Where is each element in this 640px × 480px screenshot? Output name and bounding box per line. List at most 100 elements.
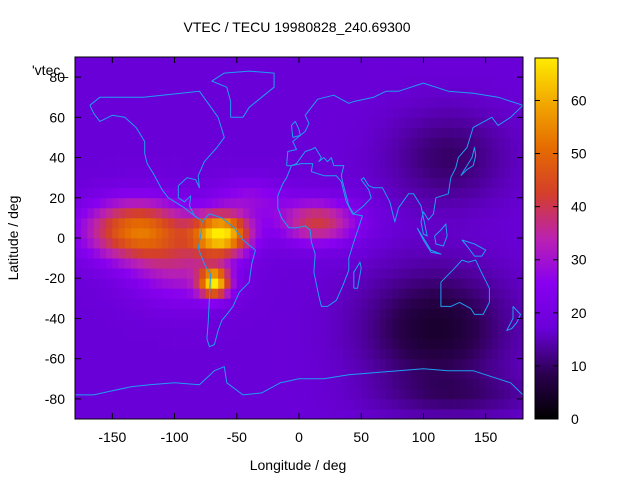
heatmap-cell xyxy=(398,328,406,339)
heatmap-cell xyxy=(299,368,306,380)
heatmap-cell xyxy=(199,378,207,390)
heatmap-cell xyxy=(448,358,455,370)
heatmap-cell xyxy=(485,328,493,339)
heatmap-cell xyxy=(404,137,412,148)
heatmap-cell xyxy=(205,177,213,189)
heatmap-cell xyxy=(149,298,157,309)
x-tick-label: -100 xyxy=(161,429,189,445)
heatmap-cell xyxy=(143,328,151,339)
heatmap-cell xyxy=(417,338,424,350)
heatmap-cell xyxy=(429,358,437,370)
heatmap-cell xyxy=(75,238,82,249)
heatmap-cell xyxy=(342,97,350,108)
heatmap-cell xyxy=(131,87,138,98)
heatmap-cell xyxy=(274,338,281,350)
heatmap-cell xyxy=(392,358,399,370)
heatmap-cell xyxy=(379,308,387,319)
heatmap-cell xyxy=(87,248,95,259)
heatmap-cell xyxy=(267,77,275,88)
heatmap-cell xyxy=(323,398,331,410)
heatmap-cell xyxy=(392,308,399,319)
heatmap-cell xyxy=(230,127,238,138)
heatmap-cell xyxy=(342,157,350,169)
heatmap-cell xyxy=(317,408,325,420)
heatmap-cell xyxy=(211,147,219,158)
heatmap-cell xyxy=(473,177,480,189)
heatmap-cell xyxy=(311,328,319,339)
heatmap-cell xyxy=(180,77,188,88)
heatmap-cell xyxy=(292,258,300,269)
heatmap-cell xyxy=(429,227,437,239)
heatmap-cell xyxy=(373,87,381,98)
heatmap-cell xyxy=(187,358,194,370)
heatmap-cell xyxy=(199,288,207,299)
heatmap-cell xyxy=(280,378,287,390)
heatmap-cell xyxy=(193,328,200,339)
heatmap-cell xyxy=(442,338,449,350)
heatmap-cell xyxy=(261,177,269,189)
heatmap-cell xyxy=(323,308,331,319)
heatmap-cell xyxy=(81,298,88,309)
heatmap-cell xyxy=(249,378,256,390)
heatmap-cell xyxy=(230,207,238,219)
heatmap-cell xyxy=(187,408,194,420)
heatmap-cell xyxy=(180,167,188,179)
heatmap-cell xyxy=(367,67,375,78)
heatmap-cell xyxy=(473,318,480,329)
heatmap-cell xyxy=(243,338,250,350)
heatmap-cell xyxy=(491,288,499,299)
heatmap-cell xyxy=(205,318,213,329)
heatmap-cell xyxy=(386,338,393,350)
heatmap-cell xyxy=(174,258,182,269)
heatmap-cell xyxy=(498,97,505,108)
heatmap-cell xyxy=(386,117,393,128)
heatmap-cell xyxy=(255,177,263,189)
heatmap-cell xyxy=(386,147,393,158)
heatmap-cell xyxy=(243,358,250,370)
heatmap-cell xyxy=(292,167,300,179)
heatmap-cell xyxy=(317,338,325,350)
heatmap-cell xyxy=(498,227,505,239)
heatmap-cell xyxy=(243,177,250,189)
heatmap-cell xyxy=(473,157,480,169)
heatmap-cell xyxy=(292,187,300,199)
heatmap-cell xyxy=(286,217,294,229)
heatmap-cell xyxy=(361,147,368,158)
heatmap-cell xyxy=(330,127,337,138)
heatmap-cell xyxy=(168,67,175,78)
heatmap-cell xyxy=(155,388,163,400)
heatmap-cell xyxy=(311,197,319,209)
heatmap-cell xyxy=(106,207,113,219)
heatmap-cell xyxy=(131,197,138,209)
heatmap-cell xyxy=(280,217,287,229)
heatmap-cell xyxy=(267,338,275,350)
heatmap-cell xyxy=(479,187,487,199)
heatmap-cell xyxy=(485,398,493,410)
heatmap-cell xyxy=(131,368,138,380)
heatmap-cell xyxy=(348,137,356,148)
heatmap-cell xyxy=(479,308,487,319)
heatmap-cell xyxy=(373,227,381,239)
heatmap-cell xyxy=(317,157,325,169)
heatmap-cell xyxy=(99,388,107,400)
heatmap-cell xyxy=(355,77,362,88)
heatmap-cell xyxy=(355,328,362,339)
heatmap-cell xyxy=(386,288,393,299)
heatmap-cell xyxy=(323,97,331,108)
heatmap-cell xyxy=(442,147,449,158)
heatmap-cell xyxy=(124,368,132,380)
heatmap-cell xyxy=(205,398,213,410)
heatmap-cell xyxy=(93,217,101,229)
heatmap-cell xyxy=(299,298,306,309)
heatmap-cell xyxy=(280,57,287,68)
heatmap-cell xyxy=(286,157,294,169)
heatmap-cell xyxy=(93,147,101,158)
heatmap-cell xyxy=(373,217,381,229)
heatmap-cell xyxy=(162,408,169,420)
heatmap-cell xyxy=(149,238,157,249)
heatmap-cell xyxy=(149,268,157,279)
heatmap-cell xyxy=(299,398,306,410)
heatmap-cell xyxy=(236,87,244,98)
heatmap-cell xyxy=(373,97,381,108)
heatmap-cell xyxy=(498,197,505,209)
